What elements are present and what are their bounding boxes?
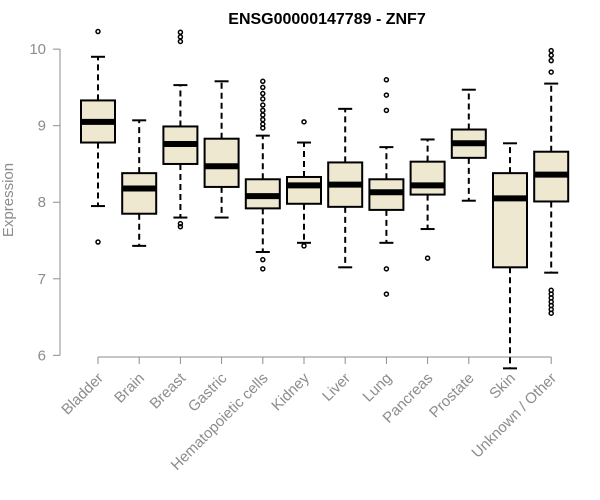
box-group bbox=[492, 142, 528, 370]
outlier-point bbox=[301, 119, 307, 125]
x-tick-label: Prostate bbox=[426, 370, 478, 422]
outlier-point bbox=[383, 77, 390, 83]
outlier-point bbox=[260, 90, 266, 97]
x-tick-label: Bladder bbox=[58, 370, 107, 419]
box-group bbox=[244, 78, 281, 272]
box-group bbox=[409, 138, 446, 261]
x-tick-label: Skin bbox=[486, 370, 519, 403]
x-tick-label: Kidney bbox=[268, 369, 313, 414]
outlier-point bbox=[548, 57, 554, 64]
outlier-point bbox=[260, 78, 266, 85]
outlier-point bbox=[177, 34, 184, 40]
outlier-point bbox=[424, 255, 431, 261]
outlier-point bbox=[177, 29, 184, 36]
outlier-point bbox=[260, 256, 266, 263]
x-tick-label: Brain bbox=[111, 370, 148, 407]
y-tick-label: 9 bbox=[38, 118, 46, 135]
box-group bbox=[533, 47, 570, 316]
outlier-point bbox=[260, 266, 266, 272]
box-group bbox=[450, 88, 487, 202]
box-group bbox=[286, 119, 322, 249]
x-tick-label: Liver bbox=[319, 370, 354, 405]
outlier-point bbox=[260, 96, 266, 102]
outlier-point bbox=[95, 28, 101, 35]
x-tick-label: Breast bbox=[147, 369, 190, 412]
outlier-point bbox=[260, 84, 266, 91]
outlier-point bbox=[260, 102, 266, 108]
y-tick-label: 8 bbox=[38, 194, 46, 211]
outlier-point bbox=[260, 116, 266, 123]
iqr-box bbox=[492, 172, 528, 269]
outlier-point bbox=[301, 243, 307, 249]
outlier-point bbox=[177, 220, 184, 227]
y-axis-label: Expression bbox=[0, 163, 17, 237]
box-group bbox=[80, 28, 116, 245]
box-group bbox=[203, 80, 240, 219]
outlier-point bbox=[383, 291, 390, 297]
y-tick-label: 10 bbox=[29, 41, 46, 58]
outlier-point bbox=[177, 38, 184, 45]
box-group bbox=[121, 119, 158, 247]
outlier-point bbox=[548, 52, 554, 59]
x-tick-label: Lung bbox=[360, 370, 396, 406]
outlier-point bbox=[548, 47, 554, 54]
y-axis: 6 7 8 9 10 bbox=[29, 41, 61, 364]
box-group bbox=[327, 107, 364, 269]
plot-area bbox=[80, 28, 570, 370]
outlier-point bbox=[260, 107, 266, 114]
outlier-point bbox=[548, 69, 554, 75]
iqr-box bbox=[286, 175, 322, 205]
outlier-point bbox=[95, 239, 101, 245]
outlier-point bbox=[383, 92, 390, 98]
iqr-box bbox=[203, 137, 240, 188]
iqr-box bbox=[121, 172, 158, 215]
chart-title: ENSG00000147789 - ZNF7 bbox=[228, 11, 426, 28]
outlier-point bbox=[548, 287, 554, 294]
outlier-point bbox=[177, 223, 184, 230]
outlier-point bbox=[260, 121, 266, 127]
box-group bbox=[162, 29, 199, 230]
iqr-box bbox=[409, 160, 446, 196]
outlier-point bbox=[260, 112, 266, 118]
outlier-point bbox=[383, 107, 390, 114]
y-tick-label: 7 bbox=[38, 271, 46, 288]
outlier-point bbox=[383, 266, 390, 272]
box-group bbox=[368, 77, 405, 297]
y-tick-label: 6 bbox=[38, 347, 46, 364]
